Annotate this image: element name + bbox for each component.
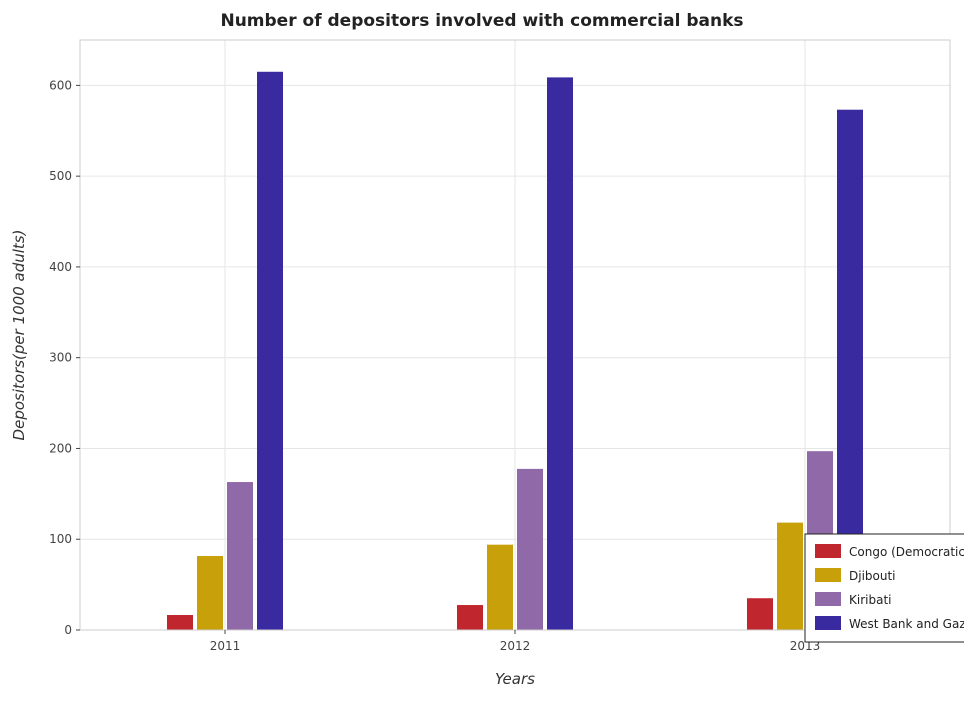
bar-kiribati-2012 (517, 468, 543, 630)
bars (167, 71, 863, 631)
legend-label: West Bank and Gaza (849, 617, 964, 631)
grid-lines (80, 40, 950, 631)
bar-congo-democratic--2013 (747, 598, 773, 630)
bar-congo-democratic--2012 (457, 605, 483, 630)
y-tick-label: 300 (49, 351, 72, 365)
bar-djibouti-2011 (197, 556, 223, 630)
legend-swatch (815, 616, 841, 630)
legend-label: Kiribati (849, 593, 891, 607)
x-tick-label: 2011 (210, 639, 241, 653)
bar-djibouti-2012 (487, 544, 513, 630)
y-axis-label: Depositors(per 1000 adults) (10, 230, 28, 441)
legend-label: Congo (Democratic) (849, 545, 964, 559)
legend-swatch (815, 568, 841, 582)
y-tick-label: 400 (49, 260, 72, 274)
y-tick-label: 0 (64, 623, 72, 637)
bar-congo-democratic--2011 (167, 615, 193, 630)
bar-djibouti-2013 (777, 522, 803, 630)
y-tick-label: 100 (49, 532, 72, 546)
bar-kiribati-2011 (227, 482, 253, 630)
y-tick-label: 500 (49, 169, 72, 183)
bar-west-bank-and-gaza-2011 (257, 71, 283, 631)
y-tick-label: 200 (49, 441, 72, 455)
legend-swatch (815, 544, 841, 558)
y-tick-label: 600 (49, 78, 72, 92)
x-tick-label: 2012 (500, 639, 531, 653)
legend-swatch (815, 592, 841, 606)
chart-title: Number of depositors involved with comme… (220, 11, 743, 31)
x-axis-label: Years (495, 670, 535, 688)
legend: Congo (Democratic) Djibouti Kiribati West B… (804, 533, 964, 643)
legend-label: Djibouti (849, 569, 896, 583)
bar-west-bank-and-gaza-2012 (547, 77, 573, 631)
